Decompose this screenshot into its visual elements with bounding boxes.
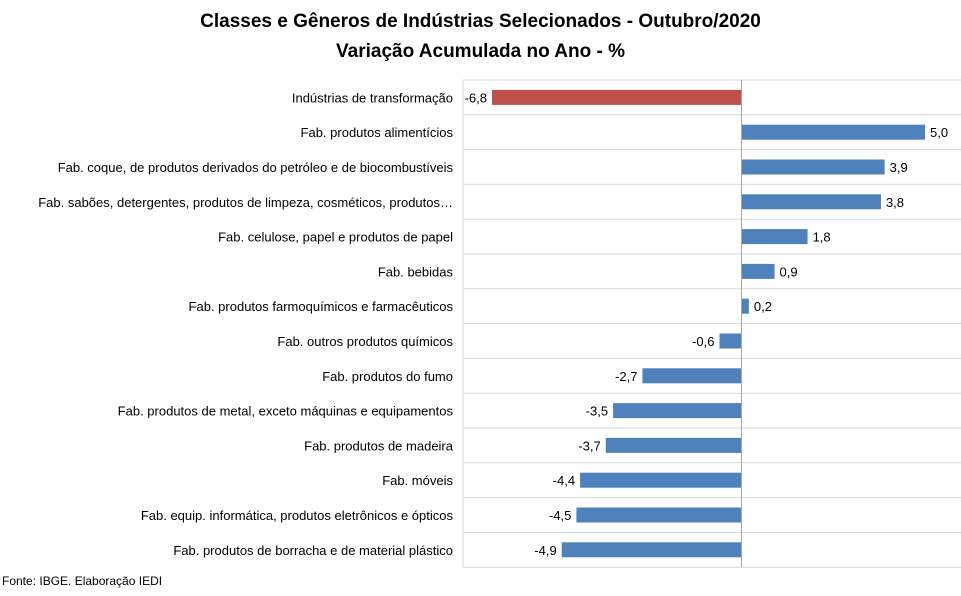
category-label: Fab. produtos de borracha e de material … (173, 543, 453, 558)
data-label: -3,7 (578, 438, 600, 453)
data-label: 0,2 (754, 299, 772, 314)
bar (741, 263, 775, 279)
bar (719, 333, 742, 349)
category-label: Fab. coque, de produtos derivados do pet… (58, 160, 454, 175)
category-label: Fab. celulose, papel e produtos de papel (218, 230, 453, 245)
chart-subtitle: Variação Acumulada no Ano - % (336, 41, 625, 62)
data-label: 3,9 (890, 160, 908, 175)
bar (741, 159, 885, 175)
data-label: 3,8 (886, 195, 904, 210)
data-label: -4,9 (534, 543, 556, 558)
bar (741, 229, 808, 245)
data-label: -4,4 (553, 473, 575, 488)
category-label: Fab. sabões, detergentes, produtos de li… (38, 195, 453, 210)
bar (576, 507, 742, 523)
bar (741, 124, 925, 140)
bar (561, 542, 742, 558)
data-label: -6,8 (465, 90, 487, 105)
category-label: Fab. produtos alimentícios (301, 125, 454, 140)
bar (580, 472, 742, 488)
data-label: 1,8 (813, 230, 831, 245)
category-label: Fab. produtos farmoquímicos e farmacêuti… (189, 299, 454, 314)
source-note: Fonte: IBGE. Elaboração IEDI (2, 574, 163, 588)
bar (741, 298, 749, 314)
data-label: 5,0 (930, 125, 948, 140)
bar (613, 403, 742, 419)
bar-chart: Indústrias de transformação -6,8 Fab. prod… (38, 79, 961, 568)
category-label: Indústrias de transformação (292, 90, 453, 105)
bar (605, 437, 742, 453)
category-label: Fab. bebidas (378, 264, 454, 279)
category-label: Fab. equip. informática, produtos eletrô… (141, 508, 454, 523)
bar (642, 368, 742, 384)
bar (492, 89, 742, 105)
data-label: -3,5 (586, 404, 608, 419)
category-label: Fab. produtos de metal, exceto máquinas … (118, 404, 454, 419)
category-label: Fab. outros produtos químicos (277, 334, 453, 349)
bar (741, 194, 881, 210)
data-label: -2,7 (615, 369, 637, 384)
category-label: Fab. produtos do fumo (322, 369, 453, 384)
data-label: -4,5 (549, 508, 571, 523)
category-label: Fab. móveis (382, 473, 453, 488)
data-label: -0,6 (692, 334, 714, 349)
data-label: 0,9 (780, 264, 798, 279)
category-label: Fab. produtos de madeira (304, 438, 454, 453)
chart-title: Classes e Gêneros de Indústrias Selecion… (200, 11, 761, 32)
